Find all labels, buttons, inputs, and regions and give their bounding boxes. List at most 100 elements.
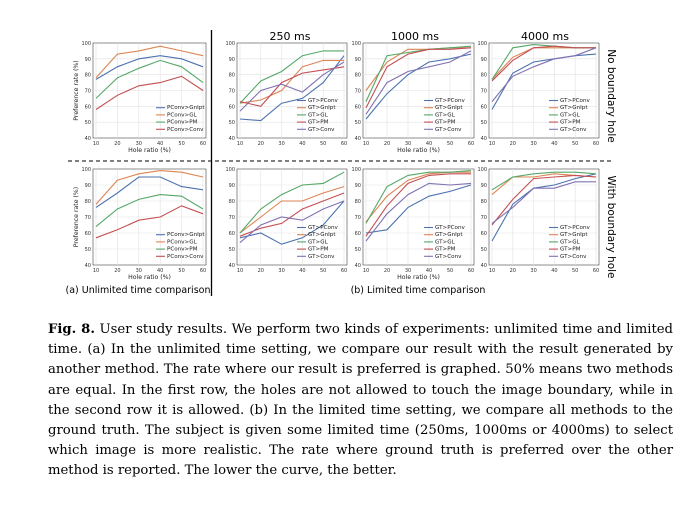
x-tick-label: 20	[510, 268, 516, 274]
series-line-GT>GL	[365, 170, 472, 224]
series-line-PConv>GL	[95, 45, 204, 79]
y-tick-label: 40	[355, 136, 361, 142]
legend-entry: GT>PConv	[308, 98, 338, 104]
x-tick-label: 50	[447, 268, 453, 274]
x-tick-label: 40	[551, 268, 557, 274]
legend-entry: GT>PConv	[308, 225, 338, 231]
series-line-GT>PConv	[239, 55, 345, 122]
y-tick-label: 90	[481, 183, 487, 189]
x-axis-label: Hole ratio (%)	[397, 274, 440, 281]
x-tick-label: 60	[468, 268, 474, 274]
legend-entry: PConv>GL	[167, 239, 198, 245]
series-line-GT>PM	[491, 45, 596, 82]
y-tick-label: 70	[85, 89, 91, 95]
column-title-1000ms: 1000 ms	[391, 30, 439, 43]
y-tick-label: 50	[229, 247, 235, 253]
series-line-PConv>GnIpt	[95, 55, 204, 80]
x-tick-label: 30	[530, 268, 536, 274]
legend-entry: PConv>GnIpt	[167, 232, 205, 238]
y-tick-label: 40	[85, 136, 91, 142]
figure-caption: Fig. 8. User study results. We perform t…	[48, 320, 673, 482]
legend-entry: GT>PM	[560, 120, 581, 126]
y-tick-label: 100	[351, 41, 361, 47]
y-tick-label: 70	[229, 89, 235, 95]
chart-1000ms-with-boundary: 40 50 60 70 80 90 100 10 20 30 40 50 60 GT>PConvGT>Gn…	[351, 167, 475, 281]
x-tick-label: 20	[384, 268, 390, 274]
legend-entry: GT>GnIpt	[560, 105, 588, 111]
y-tick-label: 90	[481, 57, 487, 63]
figure-caption-text: User study results. We perform two kinds…	[48, 322, 673, 479]
y-tick-label: 80	[229, 73, 235, 79]
y-tick-label: 70	[481, 89, 487, 95]
x-tick-label: 10	[363, 268, 369, 274]
chart-4000ms-no-boundary: 40 50 60 70 80 90 100 10 20 30 40 50 60 GT>PConvGT>Gn…	[477, 41, 600, 147]
y-tick-label: 100	[477, 41, 487, 47]
y-axis-label: Preference rate (%)	[73, 60, 80, 120]
series-line-PConv>PM	[95, 194, 204, 228]
legend-entry: PConv>Conv	[167, 254, 204, 260]
x-tick-label: 20	[258, 268, 264, 274]
y-tick-label: 80	[481, 73, 487, 79]
y-tick-label: 40	[481, 136, 487, 142]
x-tick-label: 60	[468, 141, 474, 147]
y-tick-label: 40	[355, 263, 361, 269]
series-line-GT>GnIpt	[239, 59, 344, 104]
x-tick-label: 50	[320, 141, 326, 147]
x-axis-label: Hole ratio (%)	[397, 147, 440, 154]
y-tick-label: 50	[481, 247, 487, 253]
series-line-GT>Conv	[239, 200, 345, 244]
y-tick-label: 50	[85, 120, 91, 126]
legend-entry: PConv>GL	[167, 112, 198, 118]
series-line-GT>Conv	[365, 182, 472, 242]
series-line-GT>GnIpt	[239, 186, 345, 234]
legend-entry: GT>GnIpt	[560, 232, 588, 238]
y-tick-label: 40	[85, 263, 91, 269]
x-tick-label: 10	[237, 268, 243, 274]
x-tick-label: 40	[299, 141, 305, 147]
y-tick-label: 50	[85, 247, 91, 253]
y-tick-label: 50	[481, 120, 487, 126]
y-tick-label: 80	[355, 199, 361, 205]
x-tick-label: 30	[278, 268, 284, 274]
y-tick-label: 100	[225, 167, 235, 173]
x-tick-label: 30	[136, 141, 142, 147]
x-tick-label: 30	[136, 268, 142, 274]
x-tick-label: 40	[426, 268, 432, 274]
series-line-GT>PM	[365, 173, 471, 237]
legend-entry: GT>PConv	[435, 225, 465, 231]
x-tick-label: 30	[405, 268, 411, 274]
x-tick-label: 40	[551, 141, 557, 147]
chart-250ms-with-boundary: 40 50 60 70 80 90 100 10 20 30 40 50 60 GT>PConvGT>Gn…	[225, 167, 348, 274]
y-tick-label: 90	[85, 57, 91, 63]
legend-entry: GT>GL	[560, 239, 581, 245]
y-tick-label: 60	[229, 104, 235, 110]
x-tick-label: 10	[93, 268, 99, 274]
series-line-GT>Conv	[491, 47, 597, 102]
legend-entry: PConv>PM	[167, 247, 198, 253]
x-tick-label: 50	[178, 141, 184, 147]
series-line-PConv>Conv	[95, 75, 204, 110]
legend-entry: GT>GnIpt	[435, 232, 463, 238]
series-line-GT>PConv	[239, 200, 345, 245]
x-tick-label: 30	[278, 141, 284, 147]
y-tick-label: 80	[355, 73, 361, 79]
chart-250ms-no-boundary: 40 50 60 70 80 90 100 10 20 30 40 50 60 GT>PConvGT>Gn…	[225, 41, 348, 147]
y-tick-label: 80	[481, 199, 487, 205]
legend-entry: PConv>Conv	[167, 127, 204, 133]
x-tick-label: 10	[489, 141, 495, 147]
x-tick-label: 10	[237, 141, 243, 147]
legend-entry: GT>GL	[308, 112, 329, 118]
x-tick-label: 40	[157, 141, 163, 147]
y-tick-label: 80	[85, 199, 91, 205]
x-tick-label: 50	[178, 268, 184, 274]
y-tick-label: 60	[85, 231, 91, 237]
x-tick-label: 20	[384, 141, 390, 147]
x-tick-label: 60	[593, 268, 599, 274]
legend-entry: GT>PM	[435, 120, 456, 126]
y-tick-label: 90	[229, 57, 235, 63]
legend-entry: GT>PM	[308, 120, 329, 126]
